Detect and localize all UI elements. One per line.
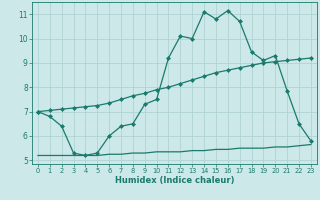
X-axis label: Humidex (Indice chaleur): Humidex (Indice chaleur) <box>115 176 234 185</box>
